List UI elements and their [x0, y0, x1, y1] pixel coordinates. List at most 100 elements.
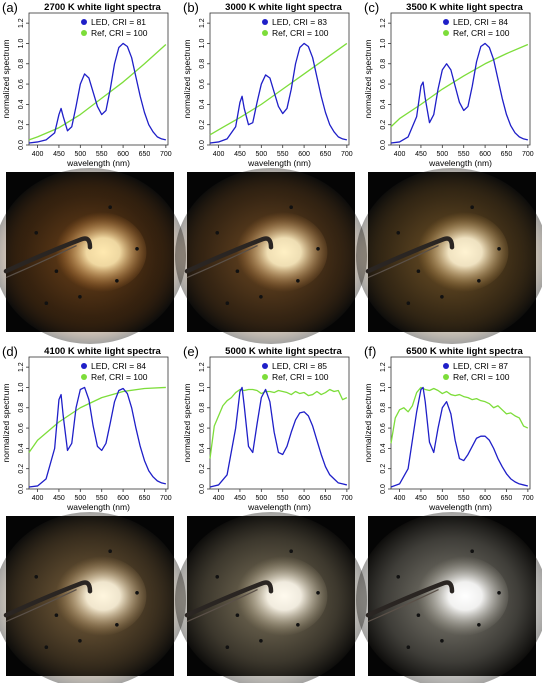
x-tick-label: 700 — [160, 495, 172, 502]
plot-frame — [28, 12, 169, 146]
y-tick-label: 0.4 — [18, 99, 25, 109]
probe-highlight — [186, 589, 258, 623]
dish-hole — [477, 623, 481, 627]
series-line-led — [28, 386, 167, 488]
y-tick-label: 1.0 — [18, 38, 25, 48]
photo-2700k — [0, 168, 186, 344]
x-tick-label: 450 — [53, 495, 65, 502]
y-axis-label: normalized spectrum — [182, 40, 192, 119]
probe-holder — [184, 236, 274, 274]
legend-entry: LED, CRI = 87 — [453, 361, 508, 371]
x-tick-label: 500 — [436, 151, 448, 158]
dish-hole — [477, 279, 481, 283]
y-tick-label: 0.6 — [380, 423, 387, 433]
x-tick-label: 650 — [501, 495, 513, 502]
chart-panel-3: (c) 3500 K white light spectra 0.0 0.2 0.4 0.… — [363, 0, 534, 168]
legend-entry: Ref, CRI = 100 — [453, 28, 510, 38]
x-tick-label: 650 — [139, 151, 151, 158]
chart-panel-5: (e) 5000 K white light spectra 0.0 0.2 0.4 0.… — [182, 344, 353, 512]
dish-hole — [316, 591, 320, 595]
y-tick-label: 0.0 — [199, 140, 206, 150]
y-tick-label: 1.0 — [199, 38, 206, 48]
y-tick-label: 0.0 — [18, 484, 25, 494]
y-tick-label: 0.8 — [199, 403, 206, 413]
dish-hole — [44, 645, 49, 649]
y-tick-label: 0.2 — [380, 120, 387, 130]
plot-frame — [390, 356, 531, 490]
legend-marker — [443, 363, 449, 369]
y-tick-label: 0.4 — [199, 443, 206, 453]
y-tick-label: 0.6 — [199, 423, 206, 433]
y-tick-label: 1.0 — [18, 382, 25, 392]
dish-hole — [54, 269, 59, 273]
dish-hole — [235, 613, 240, 617]
legend-entry: LED, CRI = 85 — [272, 361, 327, 371]
x-tick-label: 550 — [96, 151, 108, 158]
dish-hole — [225, 301, 230, 305]
legend-marker — [81, 363, 87, 369]
x-axis-label: wavelength (nm) — [428, 158, 492, 168]
x-tick-label: 600 — [298, 495, 310, 502]
x-tick-label: 700 — [160, 151, 172, 158]
chart-panel-4: (d) 4100 K white light spectra 0.0 0.2 0.4 0.… — [1, 344, 172, 512]
x-tick-label: 550 — [277, 495, 289, 502]
legend-entry: LED, CRI = 84 — [91, 361, 146, 371]
y-tick-label: 0.2 — [199, 464, 206, 474]
probe-holder — [365, 580, 455, 618]
chart-title: 4100 K white light spectra — [44, 346, 161, 357]
x-tick-label: 400 — [32, 151, 44, 158]
series-line-ref — [390, 43, 529, 128]
light-glow — [412, 212, 509, 292]
y-tick-label: 1.2 — [380, 362, 387, 372]
photo-5000k — [175, 512, 367, 683]
panel-label: (d) — [2, 344, 18, 359]
y-tick-label: 0.8 — [199, 59, 206, 69]
dish-hole — [406, 301, 411, 305]
dish-hole — [396, 575, 401, 579]
y-axis-label: normalized spectrum — [182, 384, 192, 463]
chart-panel-6: (f) 6500 K white light spectra 0.0 0.2 0.4 0.… — [363, 344, 534, 512]
dish-hole — [416, 269, 421, 273]
probe-holder — [3, 236, 93, 274]
x-tick-label: 400 — [213, 495, 225, 502]
y-tick-label: 1.2 — [199, 362, 206, 372]
y-tick-label: 0.4 — [18, 443, 25, 453]
dish-hole — [296, 623, 300, 627]
y-tick-label: 0.8 — [18, 59, 25, 69]
x-tick-label: 450 — [415, 495, 427, 502]
y-tick-label: 0.2 — [18, 464, 25, 474]
dish-hole — [115, 623, 119, 627]
dish-hole — [296, 279, 300, 283]
x-tick-label: 650 — [501, 151, 513, 158]
legend-entry: Ref, CRI = 100 — [91, 372, 148, 382]
legend-marker — [443, 30, 449, 36]
dish-hole — [215, 575, 220, 579]
series-line-ref — [28, 43, 167, 141]
x-tick-label: 600 — [117, 495, 129, 502]
legend-entry: Ref, CRI = 100 — [272, 372, 329, 382]
y-tick-label: 0.0 — [199, 484, 206, 494]
probe-highlight — [5, 245, 77, 279]
legend-entry: LED, CRI = 84 — [453, 17, 508, 27]
series-line-led — [209, 42, 348, 144]
y-tick-label: 0.0 — [380, 140, 387, 150]
dish-hole — [135, 591, 139, 595]
chart-title: 2700 K white light spectra — [44, 2, 161, 13]
legend-marker — [81, 30, 87, 36]
legend-marker — [262, 363, 268, 369]
x-tick-label: 650 — [320, 495, 332, 502]
dish-hole — [440, 639, 444, 643]
dish-hole — [78, 639, 82, 643]
x-tick-label: 650 — [320, 151, 332, 158]
probe-holder — [184, 580, 274, 618]
photo-3500k — [356, 168, 542, 344]
series-line-led — [390, 386, 529, 488]
dish-hole — [54, 613, 59, 617]
panel-label: (a) — [2, 0, 18, 15]
probe-holder — [3, 580, 93, 618]
y-tick-label: 0.4 — [380, 99, 387, 109]
dish-hole — [215, 231, 220, 235]
panel-label: (f) — [364, 344, 376, 359]
dish-hole — [108, 205, 112, 209]
probe-holder — [365, 236, 455, 274]
